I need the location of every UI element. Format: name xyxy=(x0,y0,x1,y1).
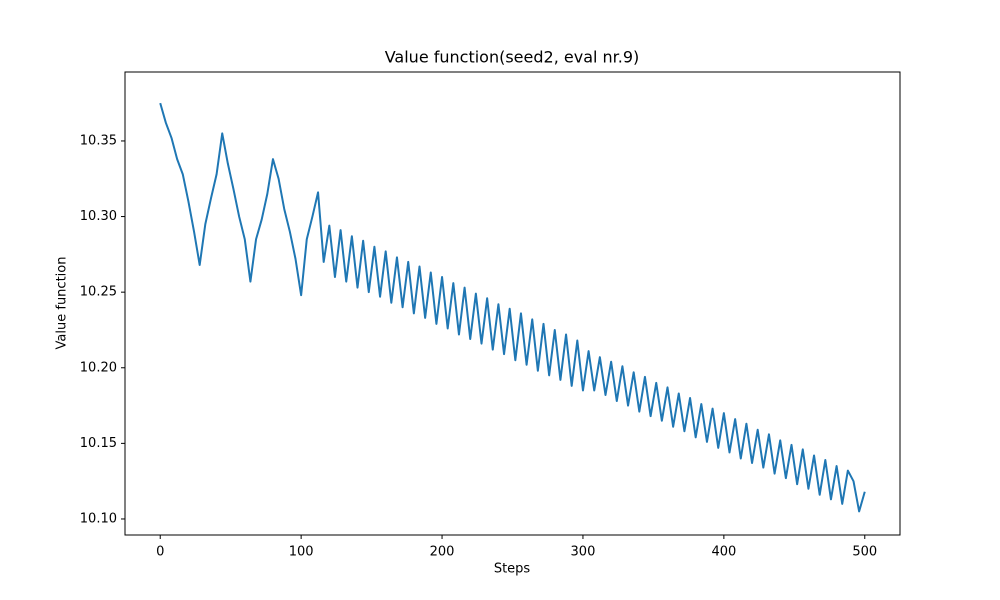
y-tick-label: 10.25 xyxy=(80,285,117,300)
x-tick-label: 0 xyxy=(156,545,164,560)
chart-title: Value function(seed2, eval nr.9) xyxy=(385,48,640,67)
x-tick-label: 200 xyxy=(430,545,455,560)
x-tick-label: 100 xyxy=(289,545,314,560)
plot-frame xyxy=(124,71,901,536)
x-tick-label: 400 xyxy=(711,545,736,560)
y-tick-label: 10.30 xyxy=(80,209,117,224)
x-tick-label: 300 xyxy=(571,545,596,560)
y-tick-label: 10.10 xyxy=(80,511,117,526)
x-tick-label: 500 xyxy=(852,545,877,560)
y-tick-label: 10.15 xyxy=(80,436,117,451)
data-line xyxy=(159,102,866,513)
y-axis-label: Value function xyxy=(55,257,70,350)
y-tick-label: 10.20 xyxy=(80,360,117,375)
x-axis-label: Steps xyxy=(494,562,531,577)
y-tick-label: 10.35 xyxy=(80,133,117,148)
